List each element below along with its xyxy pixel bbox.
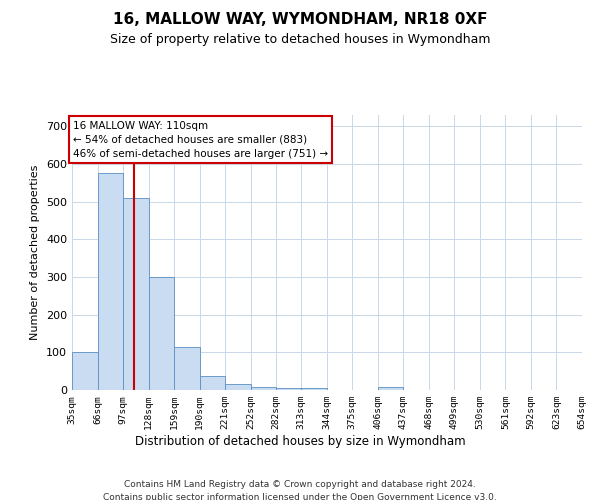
Bar [251, 387, 275, 390]
Bar [98, 174, 123, 390]
Bar [225, 384, 251, 390]
Text: 16, MALLOW WAY, WYMONDHAM, NR18 0XF: 16, MALLOW WAY, WYMONDHAM, NR18 0XF [113, 12, 487, 28]
Y-axis label: Number of detached properties: Number of detached properties [31, 165, 40, 340]
Text: Contains public sector information licensed under the Open Government Licence v3: Contains public sector information licen… [103, 492, 497, 500]
Text: 16 MALLOW WAY: 110sqm
← 54% of detached houses are smaller (883)
46% of semi-det: 16 MALLOW WAY: 110sqm ← 54% of detached … [73, 120, 328, 158]
Text: Distribution of detached houses by size in Wymondham: Distribution of detached houses by size … [134, 435, 466, 448]
Bar [200, 376, 225, 390]
Bar [275, 388, 301, 390]
Text: Size of property relative to detached houses in Wymondham: Size of property relative to detached ho… [110, 32, 490, 46]
Bar [377, 388, 403, 390]
Bar [149, 277, 174, 390]
Bar [123, 198, 149, 390]
Text: Contains HM Land Registry data © Crown copyright and database right 2024.: Contains HM Land Registry data © Crown c… [124, 480, 476, 489]
Bar [301, 388, 326, 390]
Bar [72, 352, 98, 390]
Bar [174, 346, 200, 390]
